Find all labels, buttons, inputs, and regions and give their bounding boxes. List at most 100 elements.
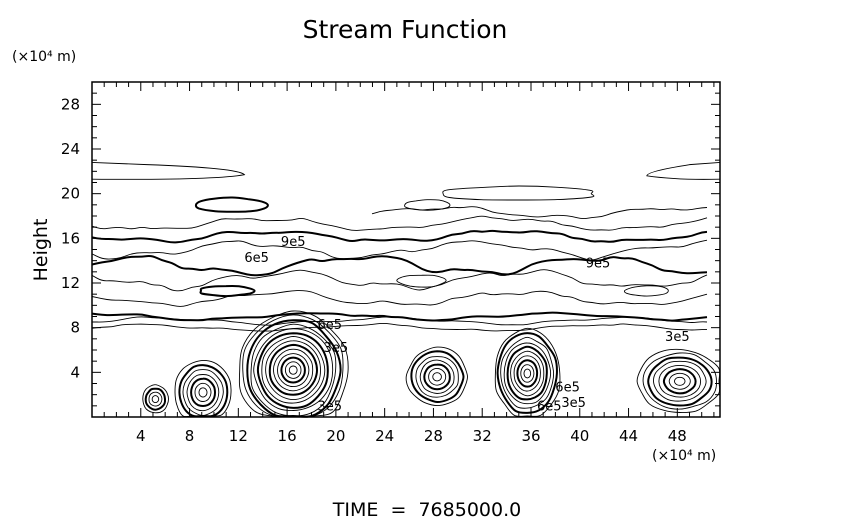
- contour-line: [513, 355, 541, 392]
- contour-value-label: 6e5: [318, 318, 343, 333]
- contour-line: [92, 316, 708, 326]
- contour-line: [371, 206, 708, 220]
- contour-line: [91, 254, 708, 277]
- contour-line: [288, 365, 298, 375]
- contour-line: [250, 323, 337, 417]
- contour-line: [265, 340, 321, 401]
- contour-line: [91, 322, 708, 332]
- contour-line: [91, 229, 708, 244]
- contour-line: [653, 360, 707, 402]
- contour-line: [91, 269, 708, 292]
- contour-line: [658, 364, 702, 398]
- contour-line: [642, 352, 717, 410]
- contour-line: [272, 348, 314, 392]
- contour-line: [423, 363, 451, 391]
- contour-line: [253, 328, 334, 411]
- contour-line: [646, 161, 721, 180]
- contour-value-label: 3e5: [324, 341, 349, 356]
- contour-line: [91, 290, 708, 307]
- contour-line: [523, 368, 532, 379]
- y-tick-label: 8: [70, 319, 80, 337]
- contour-line: [246, 319, 342, 418]
- x-tick-label: 28: [424, 427, 443, 445]
- contour-value-label: 6e5: [537, 399, 562, 414]
- contour-line: [494, 327, 561, 417]
- contour-line: [190, 377, 217, 408]
- contour-value-label: 9e5: [281, 235, 306, 250]
- contour-lines: [91, 161, 721, 418]
- contour-line: [432, 372, 442, 382]
- x-tick-label: 44: [619, 427, 638, 445]
- contour-line: [277, 353, 310, 388]
- contour-line: [503, 342, 552, 405]
- contour-line: [419, 359, 455, 394]
- contour-line: [516, 359, 539, 388]
- contour-line: [242, 314, 344, 418]
- x-tick-label: 24: [375, 427, 394, 445]
- y-axis-label: Height: [30, 219, 52, 282]
- contour-line: [256, 332, 329, 409]
- contour-line: [91, 239, 708, 261]
- contour-line: [415, 356, 459, 398]
- y-tick-label: 20: [61, 185, 80, 203]
- contour-line: [151, 395, 160, 404]
- contour-line: [496, 332, 558, 414]
- contour-line: [428, 368, 447, 386]
- x-tick-label: 20: [326, 427, 345, 445]
- contour-line: [674, 376, 686, 386]
- time-footer: TIME = 7685000.0: [332, 499, 521, 519]
- contour-value-label: 3e5: [561, 396, 586, 411]
- contour-line: [178, 364, 229, 418]
- contour-line: [91, 215, 708, 231]
- contour-line: [442, 185, 595, 201]
- x-tick-label: 12: [229, 427, 248, 445]
- y-tick-label: 28: [61, 95, 80, 113]
- plot-frame: [91, 81, 721, 418]
- y-tick-label: 12: [61, 274, 80, 292]
- contour-line: [91, 161, 246, 180]
- y-tick-label: 24: [61, 140, 80, 158]
- contour-line: [174, 359, 232, 418]
- contour-line: [636, 348, 721, 413]
- x-tick-label: 32: [473, 427, 492, 445]
- contour-line: [510, 350, 545, 397]
- contour-value-label: 9e5: [586, 256, 611, 271]
- contour-value-label: 6e5: [555, 380, 580, 395]
- contour-value-label: 6e5: [244, 251, 269, 266]
- contour-line: [405, 346, 468, 407]
- contour-line: [142, 384, 169, 414]
- contour-line: [284, 361, 302, 379]
- chart-title: Stream Function: [303, 15, 508, 44]
- contour-line: [238, 310, 349, 417]
- x-tick-label: 4: [136, 427, 146, 445]
- y-tick-label: 16: [61, 229, 80, 247]
- contour-line: [520, 364, 535, 383]
- x-axis-unit: (×10⁴ m): [652, 448, 716, 464]
- contour-line: [396, 274, 447, 288]
- contour-value-label: 3e5: [318, 399, 343, 414]
- contour-value-label: 3e5: [665, 330, 690, 345]
- contour-line: [500, 336, 555, 409]
- contour-line: [194, 196, 269, 213]
- contour-line: [268, 343, 319, 396]
- contour-line: [662, 368, 697, 395]
- contour-line: [194, 382, 212, 402]
- contour-line: [647, 356, 713, 407]
- contour-line: [261, 335, 326, 404]
- contour-line: [199, 285, 256, 298]
- contour-line: [623, 285, 669, 297]
- contour-line: [182, 369, 224, 416]
- x-tick-label: 48: [668, 427, 687, 445]
- contour-line: [186, 374, 220, 412]
- contour-line: [410, 350, 465, 404]
- contour-line: [280, 356, 306, 384]
- x-tick-label: 16: [278, 427, 297, 445]
- contour-line: [506, 345, 548, 401]
- x-tick-label: 40: [570, 427, 589, 445]
- contour-line: [404, 199, 451, 211]
- contour-line: [198, 387, 208, 398]
- y-axis-unit: (×10⁴ m): [12, 49, 76, 65]
